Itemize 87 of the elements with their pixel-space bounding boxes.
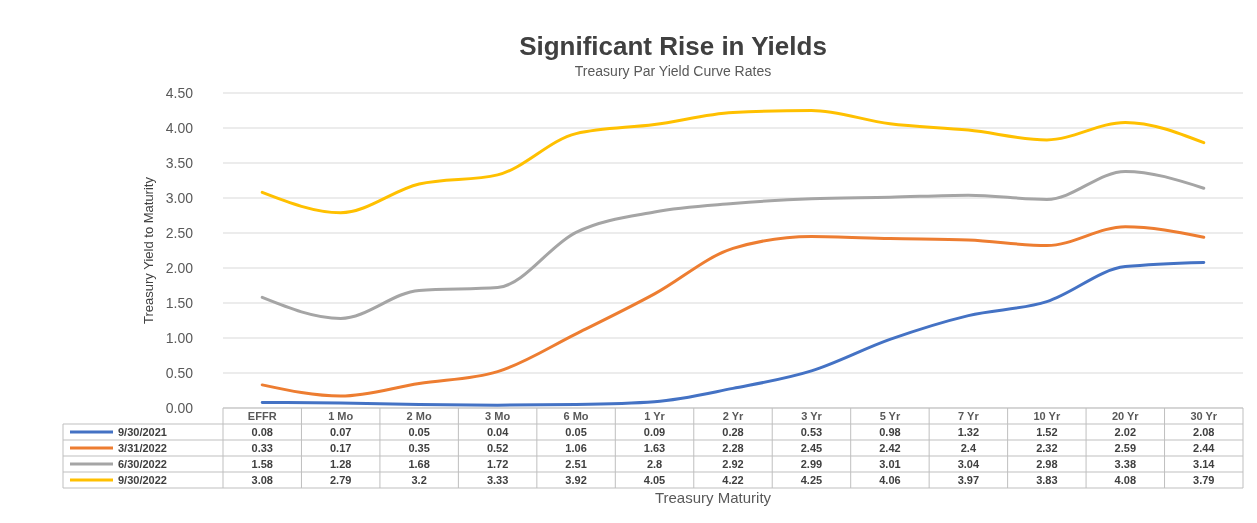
data-label: 2.79 [329, 474, 352, 486]
y-axis-title: Treasury Yield to Maturity [141, 176, 156, 324]
data-label: 1.63 [643, 442, 666, 454]
data-label: 2.45 [800, 442, 823, 454]
x-tick-label: 3 Mo [485, 410, 511, 422]
data-label: 0.28 [722, 426, 744, 438]
y-tick-label: 4.00 [165, 120, 194, 136]
data-label: 3.97 [957, 474, 980, 486]
line-series [260, 109, 1206, 215]
data-label: 3.33 [486, 474, 509, 486]
x-tick-label: 20 Yr [1111, 410, 1140, 422]
data-label: 0.98 [879, 426, 901, 438]
chart-title: Significant Rise in Yields [519, 31, 827, 61]
x-axis-title: Treasury Maturity [654, 489, 772, 506]
data-label: 2.92 [722, 458, 744, 470]
data-label: 0.08 [251, 426, 273, 438]
x-tick-label: EFFR [247, 410, 277, 422]
y-tick-label: 4.50 [165, 85, 194, 101]
y-tick-label: 2.00 [165, 260, 194, 276]
y-tick-label: 1.00 [165, 330, 194, 346]
data-label: 3.92 [565, 474, 587, 486]
data-label: 0.17 [329, 442, 352, 454]
data-label: 3.83 [1036, 474, 1058, 486]
x-tick-label: 6 Mo [563, 410, 589, 422]
y-tick-label: 0.50 [165, 365, 194, 381]
data-label: 0.35 [408, 442, 430, 454]
x-tick-label: 30 Yr [1190, 410, 1218, 422]
data-label: 2.51 [565, 458, 587, 470]
y-tick-label: 0.00 [165, 400, 194, 416]
data-label: 4.25 [800, 474, 823, 486]
data-label: 0.09 [643, 426, 666, 438]
data-label: 2.02 [1114, 426, 1137, 438]
x-tick-label: 7 Yr [958, 410, 980, 422]
x-tick-label: 5 Yr [879, 410, 901, 422]
data-label: 0.53 [800, 426, 823, 438]
data-label: 2.8 [646, 458, 663, 470]
y-tick-label: 1.50 [165, 295, 194, 311]
data-label: 3.04 [957, 458, 980, 470]
line-series [260, 225, 1206, 398]
data-label: 1.58 [251, 458, 273, 470]
legend-label: 9/30/2021 [118, 426, 167, 438]
data-label: 1.06 [565, 442, 587, 454]
data-label: 1.28 [329, 458, 352, 470]
line-series [260, 260, 1206, 407]
data-label: 2.99 [800, 458, 823, 470]
data-label: 4.05 [643, 474, 666, 486]
data-label: 2.28 [722, 442, 744, 454]
line-series [260, 169, 1206, 320]
data-label: 3.38 [1114, 458, 1137, 470]
data-label: 0.04 [486, 426, 510, 438]
legend-label: 6/30/2022 [118, 458, 167, 470]
data-label: 2.08 [1193, 426, 1215, 438]
data-label: 2.59 [1114, 442, 1137, 454]
y-tick-label: 3.00 [165, 190, 194, 206]
data-label: 1.72 [486, 458, 509, 470]
data-label: 3.2 [411, 474, 427, 486]
x-tick-label: 10 Yr [1033, 410, 1061, 422]
x-tick-label: 1 Yr [644, 410, 666, 422]
data-label: 3.08 [251, 474, 273, 486]
data-label: 0.05 [565, 426, 587, 438]
legend-label: 3/31/2022 [118, 442, 167, 454]
x-tick-label: 3 Yr [801, 410, 823, 422]
data-label: 3.79 [1193, 474, 1215, 486]
data-label: 2.32 [1036, 442, 1058, 454]
data-label: 4.06 [879, 474, 901, 486]
data-label: 2.98 [1036, 458, 1058, 470]
data-label: 1.52 [1036, 426, 1058, 438]
data-label: 0.07 [329, 426, 352, 438]
data-label: 1.68 [408, 458, 430, 470]
data-label: 0.33 [251, 442, 273, 454]
data-label: 1.32 [957, 426, 980, 438]
data-label: 0.05 [408, 426, 430, 438]
data-label: 4.08 [1114, 474, 1137, 486]
y-tick-label: 2.50 [165, 225, 194, 241]
data-label: 2.42 [879, 442, 901, 454]
x-tick-label: 2 Mo [406, 410, 432, 422]
x-tick-label: 1 Mo [328, 410, 354, 422]
x-tick-label: 2 Yr [722, 410, 745, 422]
data-label: 4.22 [722, 474, 744, 486]
data-label: 3.01 [879, 458, 901, 470]
legend-label: 9/30/2022 [118, 474, 167, 486]
data-label: 0.52 [486, 442, 509, 454]
chart-subtitle: Treasury Par Yield Curve Rates [574, 63, 772, 79]
data-label: 3.14 [1193, 458, 1216, 470]
data-label: 2.4 [960, 442, 977, 454]
data-label: 2.44 [1193, 442, 1216, 454]
y-tick-label: 3.50 [165, 155, 194, 171]
